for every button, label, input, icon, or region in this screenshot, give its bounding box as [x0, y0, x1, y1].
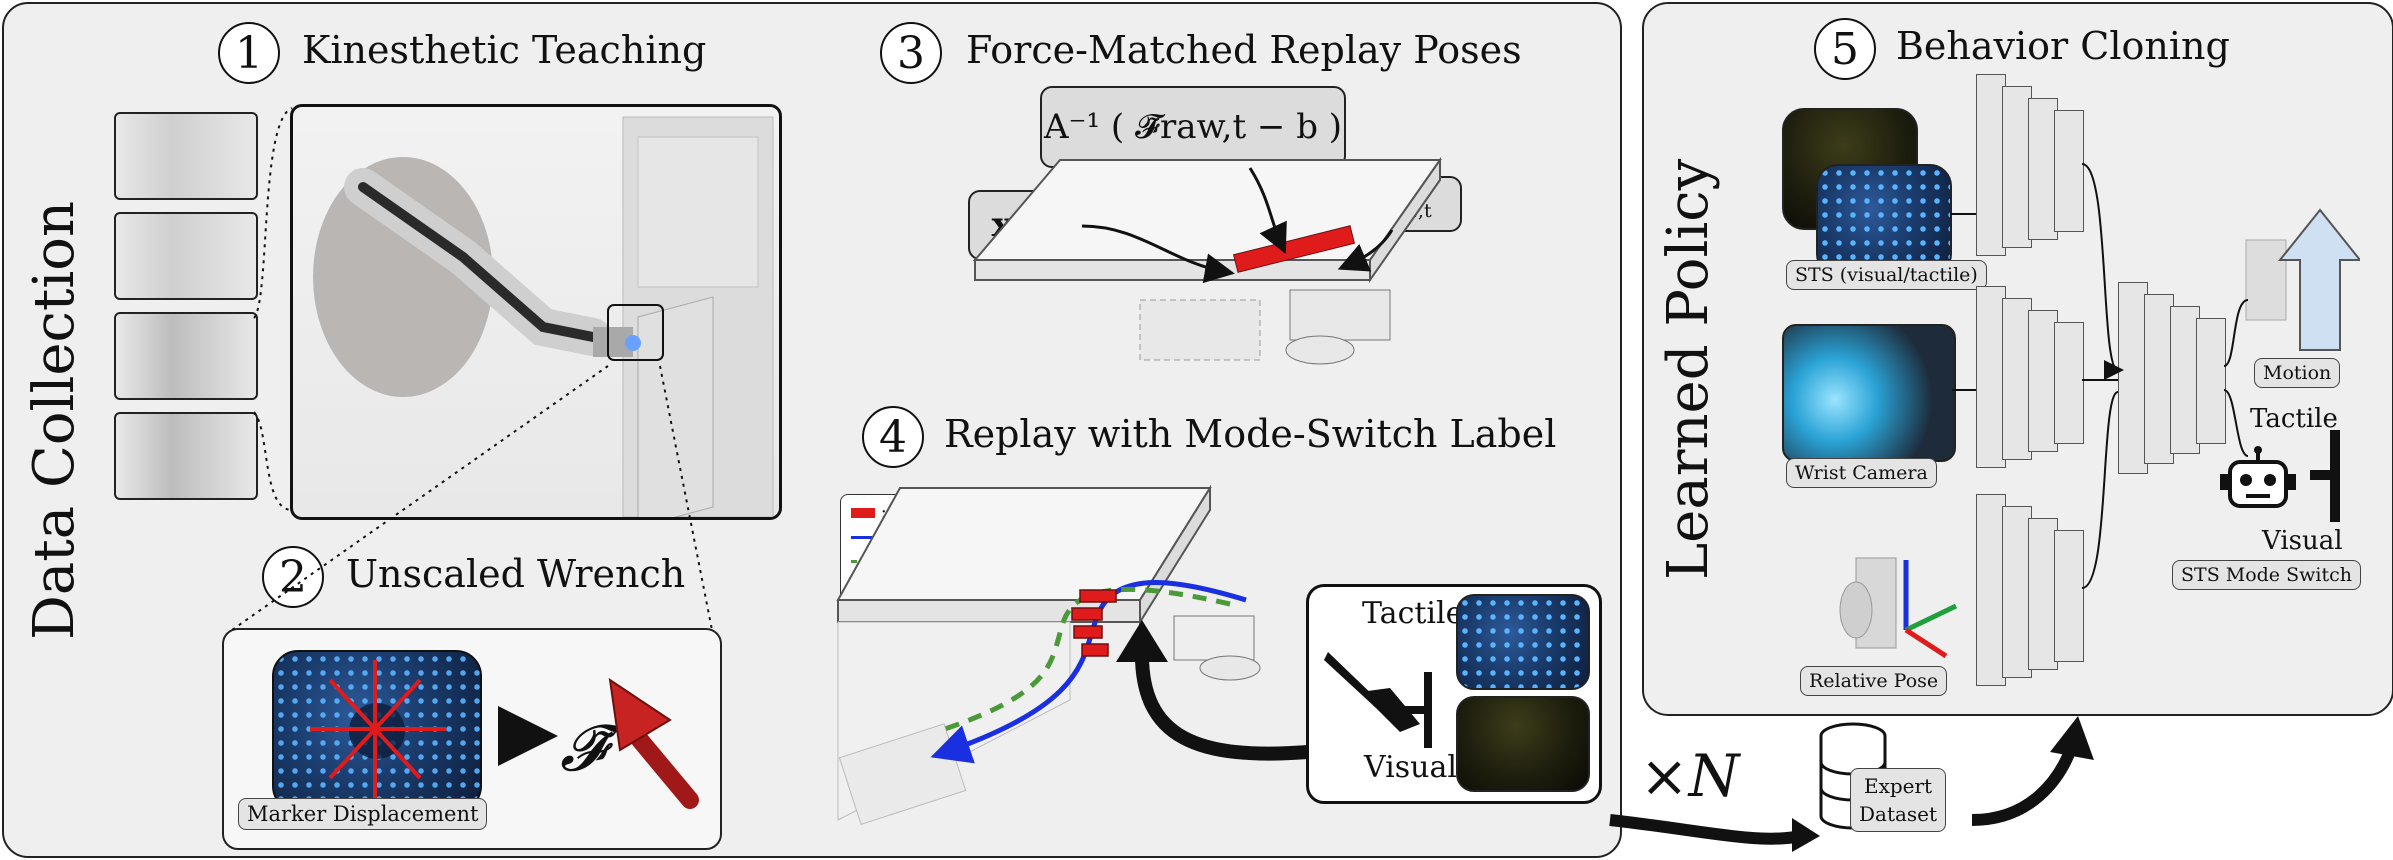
- legend-force-matched: : Force- Matched: [851, 550, 951, 595]
- step-3-title: Force-Matched Replay Poses: [966, 28, 1522, 72]
- tactile-output-label: Tactile: [2250, 404, 2338, 434]
- dataset-to-policy-arrowhead: [2050, 716, 2094, 760]
- force-matching-equation: A⁻¹ ( 𝓕̃raw,t − b ): [1040, 86, 1346, 168]
- x-rep-subscript: rep,t: [1013, 223, 1063, 247]
- mode-visual-image: [1456, 696, 1590, 792]
- x-rep-symbol: x: [991, 205, 1012, 245]
- step-4-number: 4: [862, 406, 924, 468]
- hand-switch-icon: [1320, 632, 1440, 752]
- expert-dataset-label: Expert Dataset: [1850, 768, 1947, 832]
- wrist-camera-image: [1782, 324, 1956, 462]
- mode-visual-label: Visual: [1364, 750, 1457, 785]
- relative-pose-label: Relative Pose: [1800, 666, 1948, 696]
- panel-to-dataset-arrow: [1609, 814, 1802, 845]
- mode-switch-output-label: STS Mode Switch: [2172, 560, 2361, 590]
- x-raw-symbol: x: [1362, 185, 1382, 223]
- legend-force: : Force: [851, 501, 1031, 525]
- step-1-number: 1: [218, 22, 280, 84]
- mode-tactile-label: Tactile: [1362, 596, 1464, 631]
- marker-displacement-label: Marker Displacement: [238, 798, 488, 830]
- sts-encoder: [1976, 74, 2086, 264]
- demo-thumbnail-2: [114, 212, 258, 300]
- sts-input-label: STS (visual/tactile): [1786, 260, 1987, 290]
- learned-policy-label: Learned Policy: [1656, 158, 1721, 580]
- switch-icon: [2308, 426, 2348, 526]
- step-5-title: Behavior Cloning: [1896, 24, 2230, 68]
- wrist-camera-encoder: [1976, 286, 2086, 476]
- robot-icon: [2218, 446, 2308, 526]
- legend-raw-demo: : Raw Demo: [851, 525, 1031, 549]
- demo-thumbnail-3: [114, 312, 258, 400]
- raw-demo-legend-icon: [851, 535, 875, 539]
- repeat-multiplier: ×N: [1640, 742, 1740, 810]
- wrist-camera-label: Wrist Camera: [1786, 458, 1937, 488]
- teaching-scene-illustration: [313, 116, 774, 517]
- sts-tactile-image: [1816, 164, 1952, 276]
- panel-to-dataset-arrowhead: [1792, 818, 1820, 852]
- wrench-symbol: 𝓕̃: [560, 712, 608, 786]
- motion-output-label: Motion: [2254, 358, 2341, 388]
- kinesthetic-teaching-photo: [290, 104, 782, 520]
- x-rep-box: x d rep,t: [968, 190, 1086, 260]
- visual-output-label: Visual: [2262, 526, 2343, 556]
- data-collection-label: Data Collection: [22, 200, 87, 640]
- step-5-number: 5: [1814, 18, 1876, 80]
- dataset-to-policy-arrow: [1971, 743, 2078, 826]
- step-4-title: Replay with Mode-Switch Label: [944, 412, 1557, 456]
- pose-encoder: [1976, 494, 2086, 694]
- step-1-title: Kinesthetic Teaching: [302, 28, 707, 72]
- x-rep-superscript: d: [1013, 203, 1027, 227]
- force-legend-icon: [851, 508, 875, 518]
- policy-head: [2118, 282, 2228, 482]
- step-2-number: 2: [262, 546, 324, 608]
- demo-thumbnail-4: [114, 412, 258, 500]
- step-2-title: Unscaled Wrench: [346, 552, 686, 596]
- force-matched-legend-icon: [851, 559, 875, 563]
- motion-illustration: [2240, 190, 2360, 360]
- relative-pose-illustration: [1826, 550, 1976, 660]
- x-raw-box: x raw,t: [1332, 176, 1462, 232]
- displacement-arrows: [349, 703, 405, 759]
- step-3-number: 3: [880, 22, 942, 84]
- demo-thumbnail-1: [114, 112, 258, 200]
- step-4-legend: : Force : Raw Demo : Force- Matched: [840, 494, 1042, 604]
- marker-displacement-image: [272, 650, 482, 812]
- x-raw-subscript: raw,t: [1383, 200, 1432, 222]
- mode-tactile-image: [1456, 594, 1590, 690]
